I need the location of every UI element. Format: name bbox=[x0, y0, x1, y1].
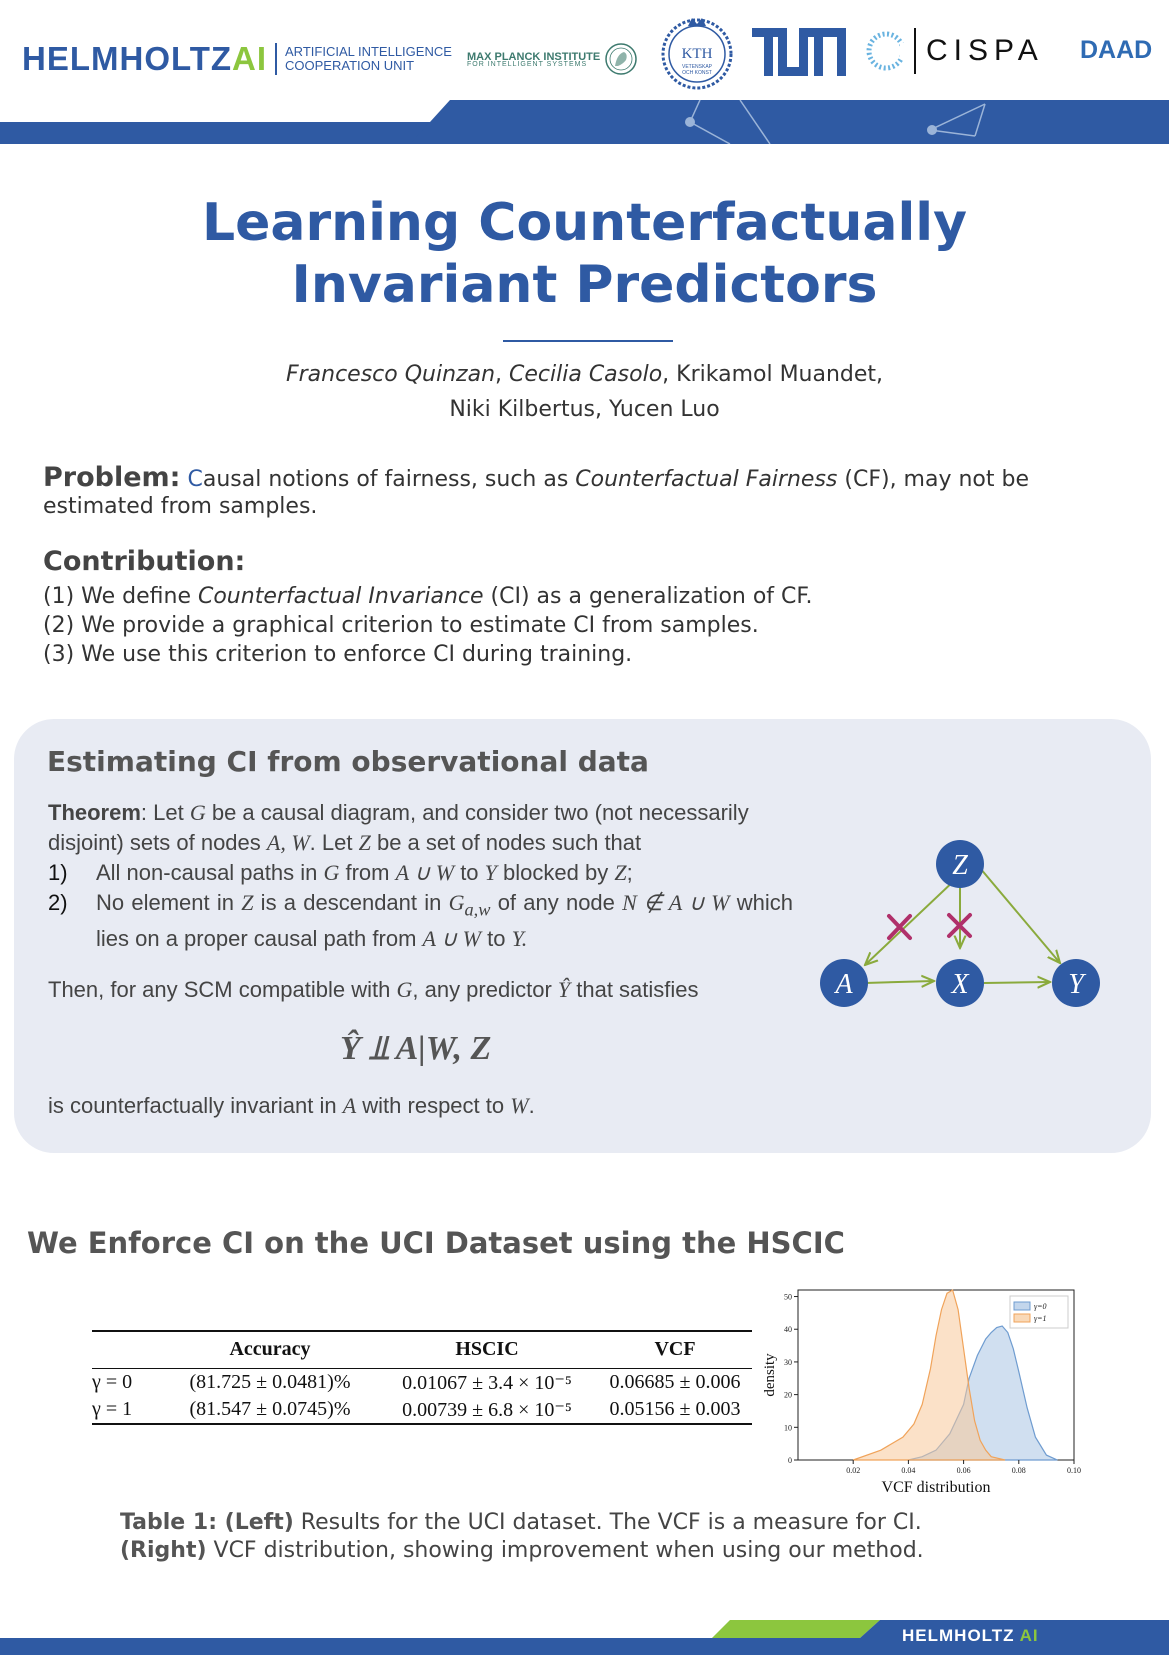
tum-logo bbox=[752, 28, 846, 76]
cispa-word: CISPA bbox=[926, 34, 1044, 67]
contribution-item: (3) We use this criterion to enforce CI … bbox=[43, 642, 633, 667]
node-z: Z bbox=[936, 840, 984, 888]
max-planck-logo: MAX PLANCK INSTITUTE FOR INTELLIGENT SYS… bbox=[467, 42, 638, 76]
table-caption: Table 1: (Left) Results for the UCI data… bbox=[120, 1510, 924, 1563]
edge-x-y bbox=[983, 982, 1050, 983]
contribution-item: (2) We provide a graphical criterion to … bbox=[43, 613, 759, 638]
legend-box bbox=[1009, 1295, 1069, 1329]
table-top-rule bbox=[92, 1330, 752, 1332]
svg-text:OCH KONST: OCH KONST bbox=[682, 70, 712, 76]
legend-label-0: γ=0 bbox=[1034, 1302, 1047, 1311]
author-1: Francesco Quinzan bbox=[285, 362, 496, 387]
header-hscic: HSCIC bbox=[455, 1337, 519, 1360]
contribution-label: Contribution: bbox=[43, 546, 246, 577]
svg-text:KTH: KTH bbox=[682, 46, 713, 62]
header-band bbox=[0, 100, 1169, 144]
helmholtz-ai-logo: HELMHOLTZAI ARTIFICIAL INTELLIGENCE COOP… bbox=[22, 40, 452, 78]
author-4-5: Niki Kilbertus, Yucen Luo bbox=[449, 397, 720, 422]
theorem-block: Theorem: Let G be a causal diagram, and … bbox=[48, 798, 793, 954]
y-tick-label: 30 bbox=[784, 1358, 792, 1367]
table-mid-rule bbox=[92, 1368, 752, 1369]
contribution-list: (1) We define Counterfactual Invariance … bbox=[43, 582, 813, 669]
theorem-condition-2: 2) No element in Z is a descendant in Ga… bbox=[48, 890, 793, 952]
helmholtz-subtitle: ARTIFICIAL INTELLIGENCE COOPERATION UNIT bbox=[285, 44, 452, 73]
edge-z-a bbox=[865, 876, 959, 965]
counterfactual-fairness-term: Counterfactual Fairness bbox=[575, 467, 838, 492]
header-accuracy: Accuracy bbox=[229, 1337, 311, 1360]
kth-logo: KTH VETENSKAP OCH KONST bbox=[661, 18, 733, 90]
table-bottom-rule bbox=[92, 1423, 752, 1425]
results-table: Accuracy HSCIC VCF γ = 0 (81.725 ± 0.048… bbox=[92, 1330, 752, 1425]
node-x: X bbox=[936, 959, 984, 1007]
cispa-divider bbox=[914, 28, 916, 74]
minerva-icon bbox=[605, 43, 637, 75]
x-tick-label: 0.10 bbox=[1067, 1466, 1081, 1475]
svg-text:Y: Y bbox=[1068, 969, 1087, 1000]
y-tick-label: 10 bbox=[784, 1423, 792, 1432]
y-tick-label: 40 bbox=[784, 1325, 792, 1334]
theorem-condition-1: 1) All non-causal paths in G from A ∪ W … bbox=[48, 860, 633, 885]
ci-section-title: Estimating CI from observational data bbox=[47, 745, 649, 778]
problem-statement: Problem: Causal notions of fairness, suc… bbox=[43, 462, 1029, 519]
legend-swatch-0 bbox=[1013, 1301, 1031, 1311]
svg-text:X: X bbox=[950, 969, 969, 1000]
legend-label-1: γ=1 bbox=[1034, 1314, 1047, 1323]
cispa-ring-icon bbox=[866, 31, 908, 71]
x-tick-label: 0.06 bbox=[957, 1466, 971, 1475]
theorem-conclusion: Then, for any SCM compatible with G, any… bbox=[48, 977, 699, 1002]
table-row: γ = 0 (81.725 ± 0.0481)% 0.01067 ± 3.4 ×… bbox=[92, 1371, 741, 1394]
legend-swatch-1 bbox=[1013, 1313, 1031, 1323]
x-tick-label: 0.08 bbox=[1012, 1466, 1026, 1475]
author-list: Francesco Quinzan, Cecilia Casolo, Krika… bbox=[285, 362, 884, 422]
independence-formula: Ŷ ⫫ A|W, Z bbox=[340, 1030, 492, 1067]
contribution-item: (1) We define Counterfactual Invariance … bbox=[43, 584, 813, 609]
title-line-2: Invariant Predictors bbox=[291, 255, 878, 315]
edge-a-x bbox=[864, 981, 934, 983]
vcf-density-chart: 0 10 20 30 40 50 0.02 0.04 0.06 0.08 0.10 VCF distr… bbox=[762, 1289, 1081, 1496]
edge-z-y bbox=[979, 867, 1060, 963]
x-axis-label: VCF distribution bbox=[882, 1479, 991, 1496]
svg-text:VETENSKAP: VETENSKAP bbox=[682, 64, 713, 70]
svg-text:Z: Z bbox=[952, 850, 968, 881]
svg-text:A: A bbox=[833, 969, 853, 1000]
x-tick-label: 0.04 bbox=[901, 1466, 915, 1475]
causal-graph: Z A X Y bbox=[820, 840, 1100, 1007]
daad-logo: DAAD bbox=[1080, 36, 1153, 64]
blocked-cross-icon bbox=[947, 913, 972, 938]
helmholtz-word: HELMHOLTZAI bbox=[22, 40, 268, 77]
y-tick-label: 50 bbox=[784, 1293, 792, 1302]
theorem-result: is counterfactually invariant in A with … bbox=[48, 1093, 535, 1118]
node-y: Y bbox=[1052, 959, 1100, 1007]
y-axis-label: density bbox=[762, 1353, 778, 1397]
mpi-name: MAX PLANCK INSTITUTE bbox=[467, 50, 601, 63]
table-header-row: Accuracy HSCIC VCF bbox=[92, 1332, 752, 1366]
x-tick-label: 0.02 bbox=[846, 1466, 860, 1475]
author-2: Cecilia Casolo bbox=[509, 362, 663, 387]
problem-label: Problem: bbox=[43, 462, 181, 493]
header-vcf: VCF bbox=[654, 1337, 696, 1360]
cispa-logo: CISPA bbox=[864, 28, 1044, 74]
logo-divider bbox=[275, 43, 278, 75]
poster-header: HELMHOLTZAI ARTIFICIAL INTELLIGENCE COOP… bbox=[0, 0, 1169, 145]
poster-title: Learning Counterfactually Invariant Pred… bbox=[0, 192, 1169, 316]
title-divider bbox=[503, 340, 673, 342]
y-tick-label: 0 bbox=[788, 1456, 792, 1465]
uci-section-title: We Enforce CI on the UCI Dataset using t… bbox=[27, 1226, 845, 1260]
author-3: Krikamol Muandet, bbox=[676, 362, 884, 387]
table-row: γ = 1 (81.547 ± 0.0745)% 0.00739 ± 6.8 ×… bbox=[92, 1398, 741, 1421]
footer-band bbox=[0, 1620, 1169, 1655]
blocked-cross-icon bbox=[887, 914, 912, 940]
y-tick-label: 20 bbox=[784, 1391, 792, 1400]
problem-initial: C bbox=[187, 467, 203, 492]
mpi-subname: FOR INTELLIGENT SYSTEMS bbox=[467, 60, 588, 68]
density-series-1 bbox=[852, 1289, 1006, 1461]
title-line-1: Learning Counterfactually bbox=[201, 193, 968, 253]
theorem-label: Theorem bbox=[48, 800, 141, 825]
footer-helmholtz-logo: HELMHOLTZ AI bbox=[902, 1626, 1039, 1645]
node-a: A bbox=[820, 959, 868, 1007]
